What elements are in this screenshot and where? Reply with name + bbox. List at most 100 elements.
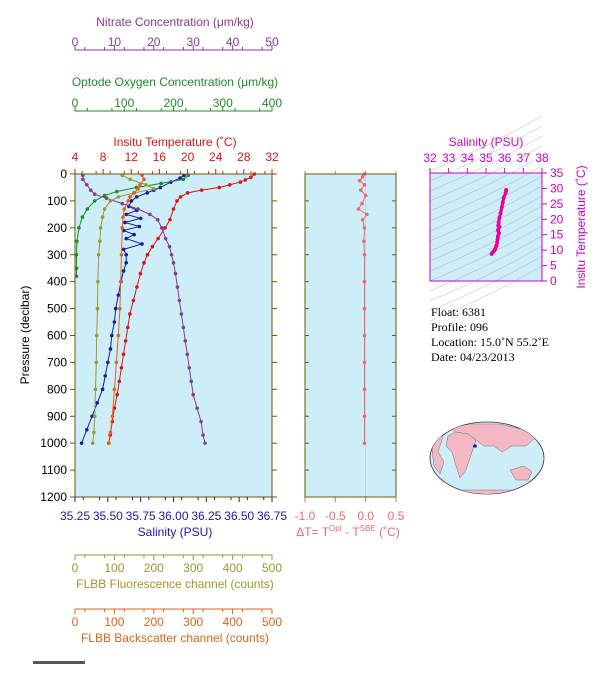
nitrate-point-11 xyxy=(163,236,168,241)
oxygen-tick-label-1: 100 xyxy=(114,96,134,110)
salinity-tick-label-4: 36.25 xyxy=(191,509,221,523)
fluorescence-tick-label-4: 400 xyxy=(223,561,243,575)
float-info: Float: 6381 Profile: 096 Location: 15.0˚… xyxy=(431,305,549,364)
delta-point-2 xyxy=(357,178,362,183)
salinity-point-6 xyxy=(134,195,139,199)
ts-xtick-label-0: 32 xyxy=(423,151,437,165)
backscatter-point-10 xyxy=(119,252,124,257)
fluorescence-point-9 xyxy=(98,226,103,230)
backscatter-point-14 xyxy=(114,360,119,365)
salinity-tick-label-0: 35.25 xyxy=(60,509,90,523)
nitrate-point-4 xyxy=(92,192,97,196)
backscatter-point-13 xyxy=(116,333,121,338)
temperature-point-4 xyxy=(227,182,232,187)
nitrate-tick-label-4: 40 xyxy=(226,35,240,49)
ts-xtick-label-2: 34 xyxy=(461,151,475,165)
nitrate-point-20 xyxy=(183,339,188,343)
pressure-tick-label-5: 500 xyxy=(47,302,67,316)
delta-point-15 xyxy=(362,333,367,338)
oxygen-point-9 xyxy=(77,226,81,230)
fluorescence-point-19 xyxy=(90,441,95,445)
temperature-point-17 xyxy=(138,271,143,276)
temperature-tick-label-0: 4 xyxy=(72,150,79,164)
delta-axis-label: ΔT= TOpt - TSBE (˚C) xyxy=(296,524,400,539)
backscatter-axis-label: FLBB Backscatter channel (counts) xyxy=(81,631,269,645)
ts-density-contour-3 xyxy=(429,235,543,292)
temperature-point-23 xyxy=(121,352,126,357)
fluorescence-point-1 xyxy=(128,177,132,182)
fluorescence-tick-label-3: 300 xyxy=(183,561,203,575)
oxygen-point-4 xyxy=(115,189,119,194)
backscatter-point-4 xyxy=(132,191,136,195)
backscatter-point-11 xyxy=(118,279,123,284)
pressure-tick-label-3: 300 xyxy=(47,248,67,262)
temperature-point-13 xyxy=(156,236,160,241)
fluorescence-line xyxy=(92,174,156,444)
nitrate-tick-label-1: 10 xyxy=(108,35,122,49)
ts-xtick-label-4: 36 xyxy=(498,151,512,165)
date: Date: 04/23/2013 xyxy=(431,350,515,364)
ts-density-contour-0 xyxy=(429,265,543,322)
nitrate-point-18 xyxy=(179,312,184,316)
ts-density-contour-5 xyxy=(429,215,543,272)
ts-plot-frame xyxy=(429,172,543,282)
nitrate-point-3 xyxy=(88,188,93,192)
pressure-tick-label-10: 1000 xyxy=(40,436,67,450)
ts-point-13 xyxy=(495,237,500,242)
delta-tick-label-3: 0.5 xyxy=(388,509,405,523)
pressure-tick-label-0: 0 xyxy=(60,167,67,181)
salinity-point-17 xyxy=(140,242,144,246)
temperature-tick-label-1: 8 xyxy=(100,150,107,164)
ts-point-4 xyxy=(499,204,504,209)
fluorescence-tick-label-1: 100 xyxy=(104,561,124,575)
temperature-tick-label-3: 16 xyxy=(153,150,167,164)
fluorescence-tick-label-0: 0 xyxy=(72,561,79,575)
temperature-point-7 xyxy=(185,191,190,195)
oxygen-point-2 xyxy=(159,181,163,186)
backscatter-point-7 xyxy=(122,207,127,211)
delta-plot-area xyxy=(305,174,396,497)
salinity-point-32 xyxy=(90,414,94,419)
delta-point-1 xyxy=(360,174,365,179)
ts-density-contour-9 xyxy=(429,175,543,232)
temperature-point-20 xyxy=(128,312,132,316)
oxygen-point-5 xyxy=(102,193,107,198)
temperature-point-11 xyxy=(168,217,172,222)
ts-xtick-label-3: 35 xyxy=(479,151,493,165)
oxygen-point-10 xyxy=(75,239,79,244)
temperature-axis: Insitu Temperature (˚C) 4 8 12 16 20 24 28 32 xyxy=(72,135,279,175)
ts-point-1 xyxy=(503,191,508,196)
nitrate-point-28 xyxy=(203,441,207,445)
backscatter-point-5 xyxy=(128,195,132,199)
delta-point-8 xyxy=(365,212,369,217)
ts-point-14 xyxy=(495,240,500,245)
pressure-tick-label-4: 400 xyxy=(47,275,67,289)
fluorescence-point-14 xyxy=(94,333,99,338)
ts-point-0 xyxy=(504,187,509,192)
nitrate-point-6 xyxy=(120,201,125,206)
backscatter-point-6 xyxy=(126,199,130,203)
temperature-point-14 xyxy=(150,244,155,249)
delta-point-17 xyxy=(362,387,367,392)
pressure-tick-label-7: 700 xyxy=(47,355,67,369)
backscatter-point-2 xyxy=(138,182,142,187)
oxygen-tick-label-4: 400 xyxy=(262,96,282,110)
oxygen-tick-label-3: 300 xyxy=(213,96,233,110)
fluorescence-tick-label-5: 500 xyxy=(262,561,282,575)
ts-point-3 xyxy=(500,200,505,205)
salinity-tick-label-6: 36.75 xyxy=(257,509,287,523)
salinity-point-34 xyxy=(79,441,84,445)
ts-ytick-label-3: 15 xyxy=(550,228,564,242)
ts-density-contour-6 xyxy=(429,205,543,262)
fluorescence-point-2 xyxy=(144,182,148,187)
pressure-axis-label: Pressure (decibar) xyxy=(18,286,32,385)
nitrate-tick-label-3: 30 xyxy=(187,35,201,49)
ts-point-11 xyxy=(497,231,502,236)
nitrate-point-24 xyxy=(191,392,195,397)
ts-density-contour-4 xyxy=(429,225,543,282)
ts-point-2 xyxy=(501,195,506,200)
ts-ytick-label-5: 25 xyxy=(550,197,564,211)
salinity-tick-label-2: 35.75 xyxy=(126,509,156,523)
fluorescence-point-10 xyxy=(98,239,102,244)
temperature-point-12 xyxy=(163,226,167,230)
